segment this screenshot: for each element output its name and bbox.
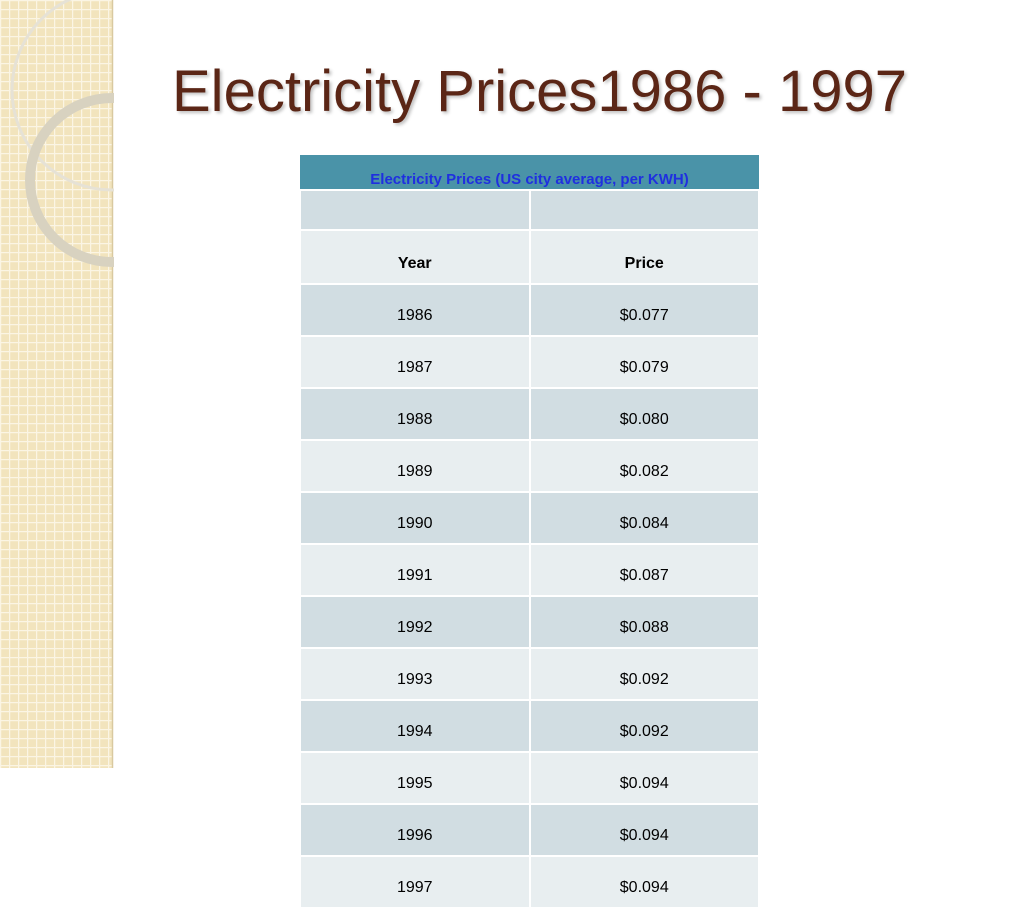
year-cell: 1991 <box>299 543 531 597</box>
price-cell: $0.080 <box>528 387 760 441</box>
price-cell: $0.092 <box>528 699 760 753</box>
slide: Electricity Prices1986 - 1997 Electricit… <box>0 0 907 909</box>
table-row: 1987 $0.079 <box>299 335 760 389</box>
year-cell: 1996 <box>299 803 531 857</box>
slide-title: Electricity Prices1986 - 1997 <box>172 59 907 124</box>
table-row: 1988 $0.080 <box>299 387 760 441</box>
table-row: 1990 $0.084 <box>299 491 760 545</box>
year-cell: 1993 <box>299 647 531 701</box>
decorative-strip <box>0 0 114 768</box>
price-cell: $0.079 <box>528 335 760 389</box>
year-cell: 1989 <box>299 439 531 493</box>
year-cell: 1994 <box>299 699 531 753</box>
empty-cell <box>299 189 531 231</box>
price-cell: $0.092 <box>528 647 760 701</box>
year-cell: 1990 <box>299 491 531 545</box>
price-cell: $0.082 <box>528 439 760 493</box>
price-cell: $0.087 <box>528 543 760 597</box>
header-cell: Year <box>299 229 531 285</box>
year-cell: 1988 <box>299 387 531 441</box>
year-cell: 1992 <box>299 595 531 649</box>
price-cell: $0.084 <box>528 491 760 545</box>
table-row: 1994 $0.092 <box>299 699 760 753</box>
table-row: 1991 $0.087 <box>299 543 760 597</box>
table-row: 1996 $0.094 <box>299 803 760 857</box>
year-cell: 1986 <box>299 283 531 337</box>
price-cell: $0.094 <box>528 751 760 805</box>
table-caption: Electricity Prices (US city average, per… <box>300 155 759 190</box>
empty-cell <box>528 189 760 231</box>
header-cell: Price <box>528 229 760 285</box>
table-row: 1989 $0.082 <box>299 439 760 493</box>
table-row: 1986 $0.077 <box>299 283 760 337</box>
year-cell: 1997 <box>299 855 531 909</box>
table-row: 1995 $0.094 <box>299 751 760 805</box>
price-cell: $0.088 <box>528 595 760 649</box>
table-row: 1997 $0.094 <box>299 855 760 909</box>
price-cell: $0.077 <box>528 283 760 337</box>
price-cell: $0.094 <box>528 855 760 909</box>
table-row: 1992 $0.088 <box>299 595 760 649</box>
table-row: 1993 $0.092 <box>299 647 760 701</box>
year-cell: 1995 <box>299 751 531 805</box>
price-cell: $0.094 <box>528 803 760 857</box>
year-cell: 1987 <box>299 335 531 389</box>
price-table: Electricity Prices (US city average, per… <box>299 155 760 909</box>
